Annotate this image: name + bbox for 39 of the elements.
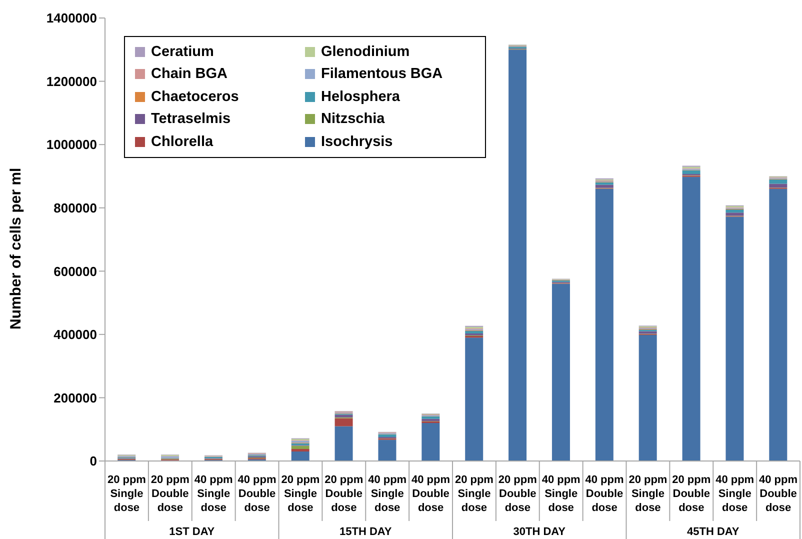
legend-label: Filamentous BGA [321,66,443,82]
x-tick-label: 40 ppm Double dose [759,474,798,514]
y-tick-label: 1400000 [46,10,97,26]
legend-label: Chlorella [151,134,214,150]
legend-label: Nitzschia [321,111,385,128]
legend-label: Chaetoceros [151,88,239,105]
text: 45TH DAY [687,526,740,538]
y-tick-label: 1200000 [46,74,97,89]
legend-label: Helosphera [321,88,400,105]
x-tick-label: 20 ppm Double dose [324,474,364,514]
text: 15TH DAY [340,526,392,538]
x-tick-label: 40 ppm Single dose [542,474,581,514]
x-tick-label: 20 ppm Single dose [107,474,146,514]
x-tick-label: 20 ppm Single dose [281,474,320,514]
x-tick-label: 20 ppm Single dose [454,474,494,514]
x-tick-label: 40 ppm Double dose [238,474,277,514]
legend-label: Chain BGA [151,66,228,82]
legend-label: Tetraselmis [151,111,231,128]
y-tick-label: 1000000 [46,137,97,152]
text: 30TH DAY [513,526,566,538]
legend-label: Isochrysis [321,134,393,150]
x-tick-label: 40 ppm Single dose [716,474,754,514]
x-tick-label: 20 ppm Double dose [150,474,190,514]
text: 1ST DAY [169,526,216,538]
legend-label: Glenodinium [321,44,410,60]
legend-label: Ceratium [151,44,214,60]
y-tick-label: 600000 [54,264,97,279]
x-tick-label: 40 ppm Single dose [194,474,234,514]
x-tick-label: 20 ppm Double dose [672,474,711,514]
x-tick-label: 40 ppm Single dose [368,474,407,514]
y-tick-label: 200000 [54,390,97,406]
x-tick-label: 40 ppm Double dose [412,474,450,514]
y-tick-label: 0 [90,454,97,469]
x-tick-label: 20 ppm Double dose [498,474,538,514]
y-tick-label: 800000 [54,200,97,216]
x-tick-label: 20 ppm Single dose [628,474,668,514]
y-axis-title: Number of cells per ml [7,168,24,330]
x-tick-label: 40 ppm Double dose [585,474,624,514]
y-tick-label: 400000 [54,327,97,342]
